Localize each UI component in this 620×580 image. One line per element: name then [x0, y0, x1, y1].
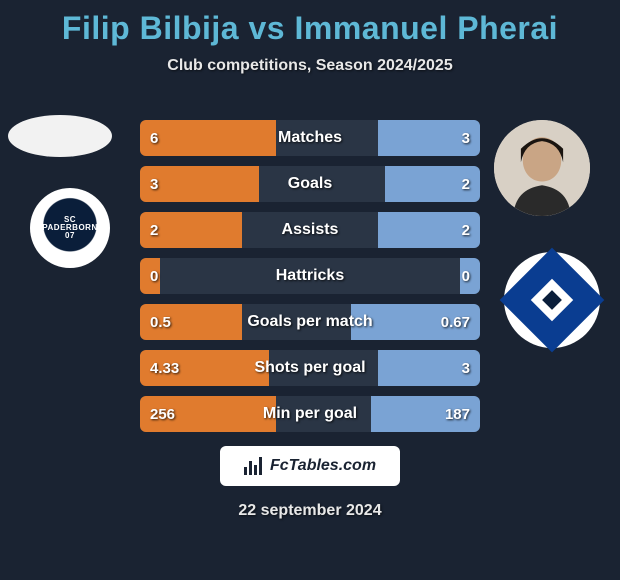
value-left: 6 — [150, 120, 158, 156]
value-left: 0 — [150, 258, 158, 294]
value-right: 187 — [445, 396, 470, 432]
vs-text: vs — [239, 10, 294, 46]
avatar-placeholder-icon — [494, 120, 590, 216]
value-right: 3 — [462, 120, 470, 156]
club-right-badge-inner — [500, 248, 605, 353]
value-right: 0.67 — [441, 304, 470, 340]
stat-row: 32Goals — [140, 166, 480, 202]
value-left: 2 — [150, 212, 158, 248]
stat-row: 22Assists — [140, 212, 480, 248]
value-left: 0.5 — [150, 304, 171, 340]
bar-left — [140, 120, 276, 156]
stat-row: 63Matches — [140, 120, 480, 156]
comparison-chart: 63Matches32Goals22Assists00Hattricks0.50… — [140, 120, 480, 442]
club-left-badge-inner: SCPADERBORN07 — [38, 196, 102, 260]
stat-row: 256187Min per goal — [140, 396, 480, 432]
subtitle: Club competitions, Season 2024/2025 — [0, 57, 620, 75]
value-right: 0 — [462, 258, 470, 294]
date-text: 22 september 2024 — [0, 502, 620, 520]
source-logo-text: FcTables.com — [270, 457, 376, 475]
club-right-diamond — [531, 279, 573, 321]
source-logo: FcTables.com — [220, 446, 400, 486]
value-left: 256 — [150, 396, 175, 432]
value-right: 2 — [462, 166, 470, 202]
value-left: 3 — [150, 166, 158, 202]
player-left-name: Filip Bilbija — [62, 10, 239, 46]
player-right-name: Immanuel Pherai — [294, 10, 558, 46]
stat-label: Hattricks — [140, 258, 480, 294]
club-right-badge — [504, 252, 600, 348]
club-left-text: SCPADERBORN07 — [42, 216, 97, 240]
value-right: 3 — [462, 350, 470, 386]
value-right: 2 — [462, 212, 470, 248]
player-right-avatar — [494, 120, 590, 216]
comparison-title: Filip Bilbija vs Immanuel Pherai — [0, 0, 620, 47]
club-right-core — [542, 290, 562, 310]
player-left-avatar — [8, 115, 112, 157]
value-left: 4.33 — [150, 350, 179, 386]
stat-row: 4.333Shots per goal — [140, 350, 480, 386]
stat-row: 0 0Hattricks — [140, 258, 480, 294]
bar-chart-icon — [244, 457, 262, 475]
stat-row: 0.50.67Goals per match — [140, 304, 480, 340]
club-left-badge: SCPADERBORN07 — [30, 188, 110, 268]
